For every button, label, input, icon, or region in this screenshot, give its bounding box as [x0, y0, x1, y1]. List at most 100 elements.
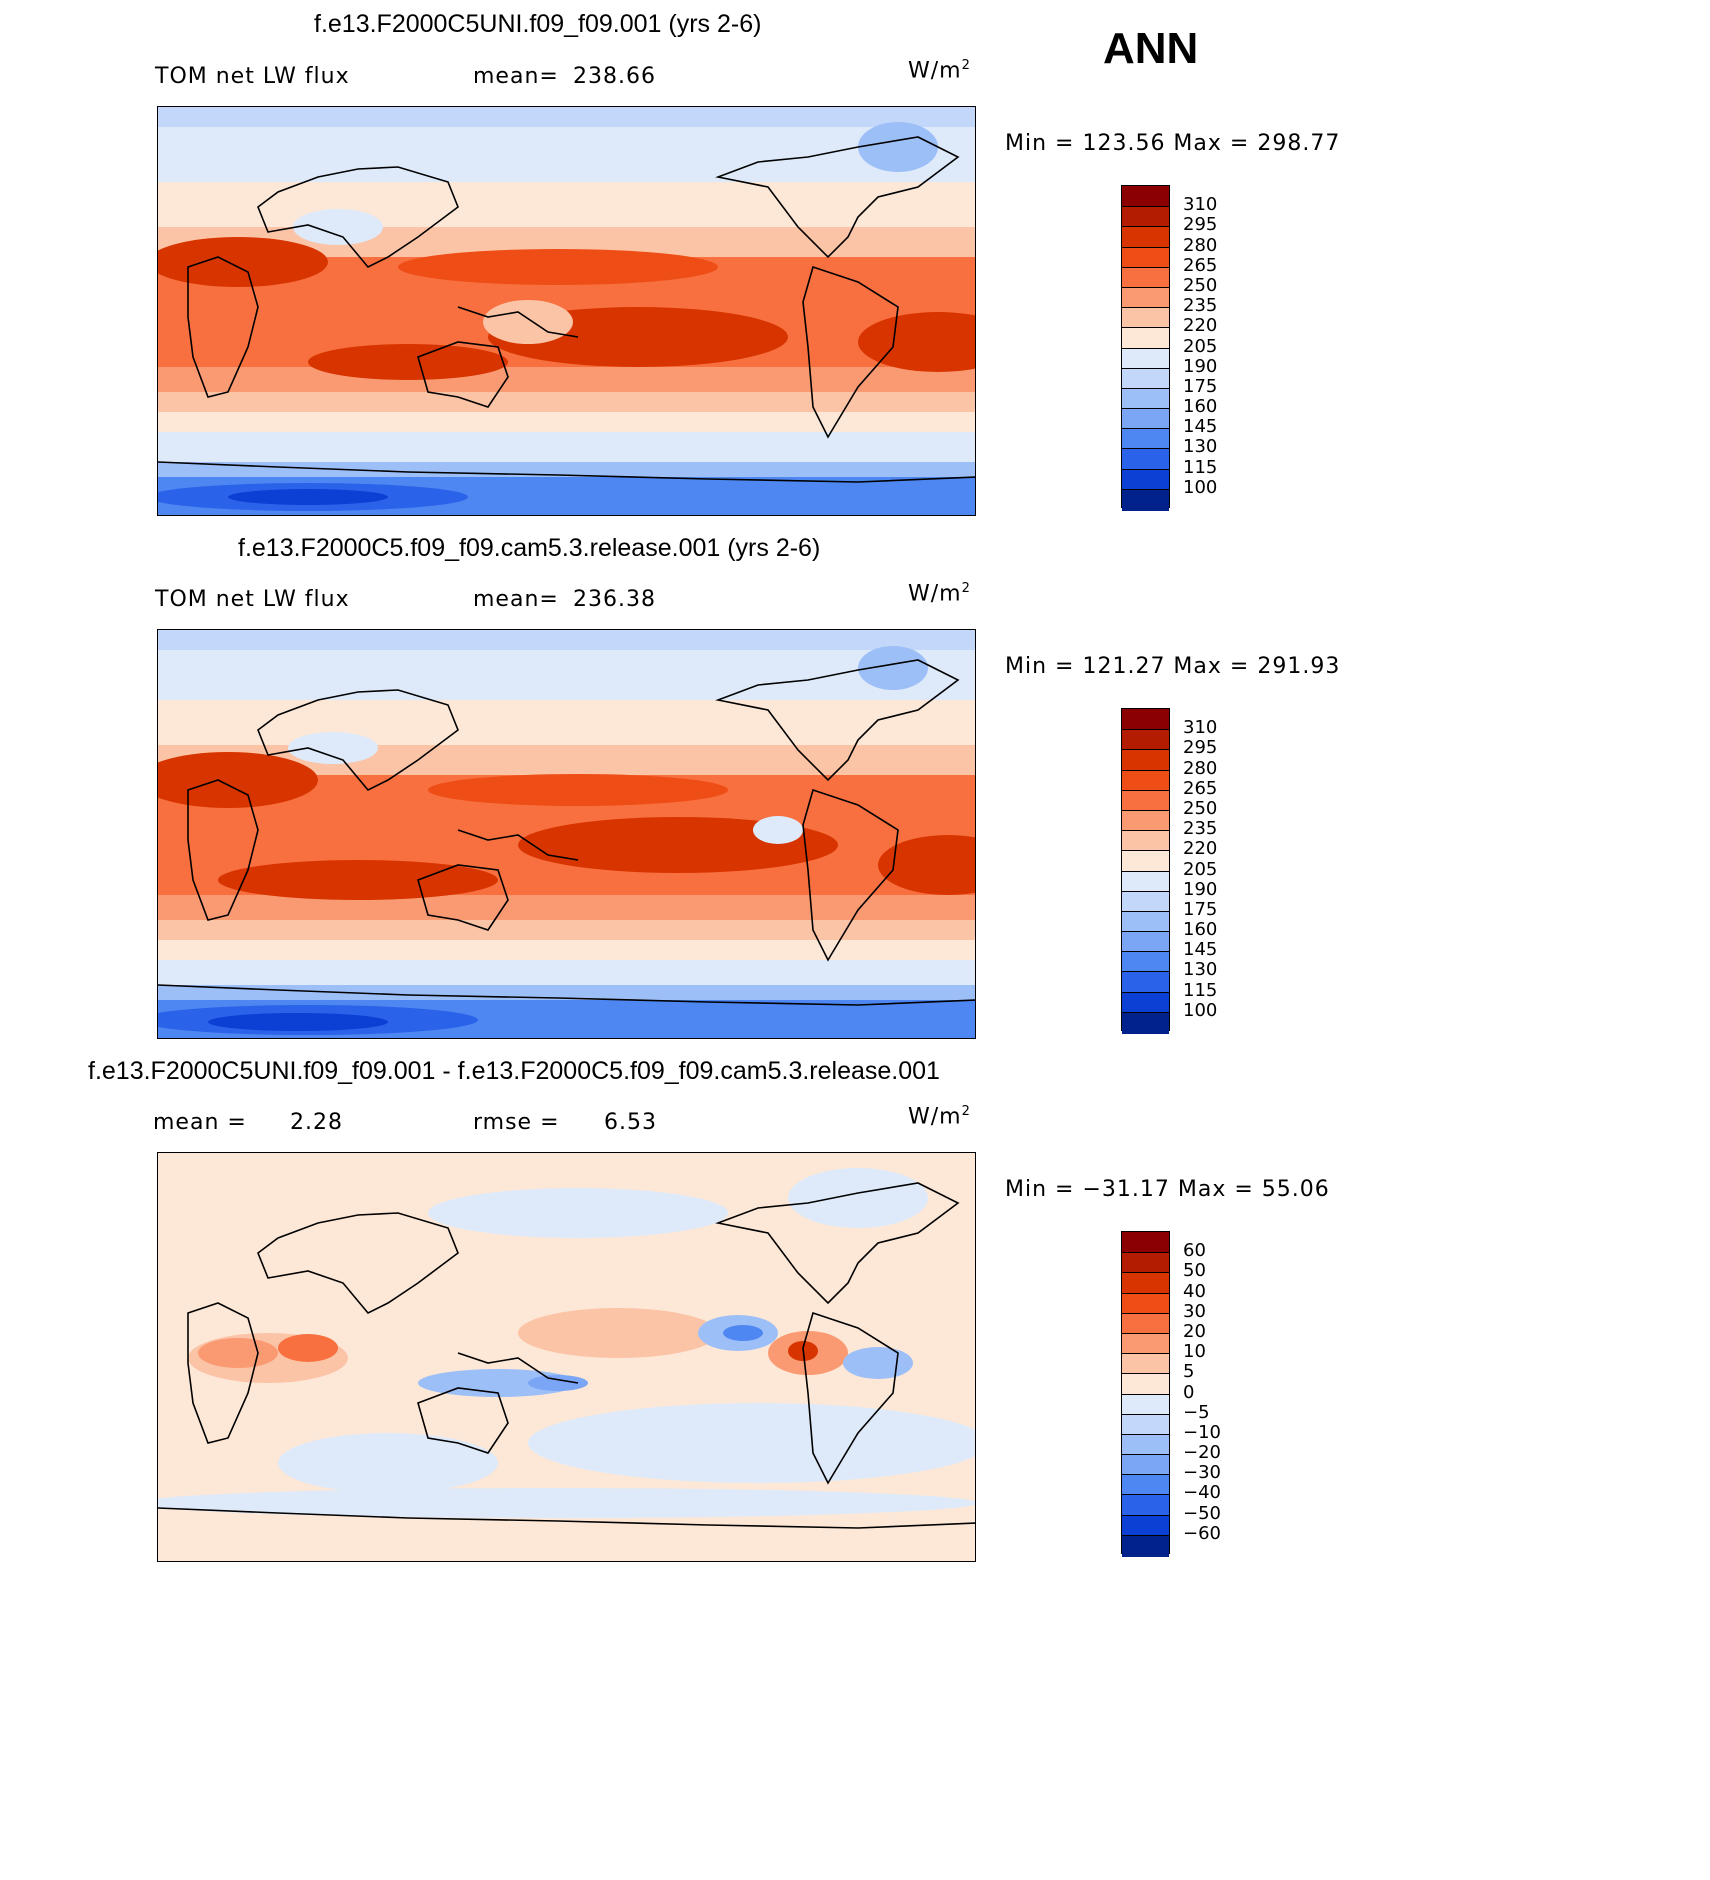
coastline [158, 461, 975, 483]
band [158, 920, 975, 940]
band [158, 700, 975, 745]
colorbar-tick-label: 50 [1183, 1260, 1206, 1282]
colorbar-swatch [1122, 1514, 1169, 1537]
colorbar-tick-label: 160 [1183, 396, 1218, 418]
colorbar-swatch [1122, 850, 1169, 872]
blob [788, 1168, 928, 1228]
colorbar-swatch [1122, 951, 1169, 973]
coastline [257, 166, 459, 268]
band [158, 940, 975, 960]
panel2-map [157, 629, 976, 1039]
panel2-mean-value: 236.38 [573, 587, 656, 612]
panel1-mean-label: mean= [473, 64, 559, 89]
colorbar-swatch [1122, 1353, 1169, 1375]
colorbar-swatch [1122, 428, 1169, 450]
colorbar-swatch [1122, 327, 1169, 349]
blob [228, 489, 388, 505]
coastline [417, 864, 509, 931]
blob [218, 860, 498, 900]
colorbar-swatch [1122, 1494, 1169, 1517]
band [158, 392, 975, 412]
colorbar-swatch [1122, 910, 1169, 933]
panel1-minmax: Min = 123.56 Max = 298.77 [1005, 131, 1341, 156]
colorbar-swatch [1122, 931, 1169, 953]
panel1-variable-label: TOM net LW flux [155, 64, 350, 89]
blob [858, 646, 928, 690]
coastline [715, 1182, 960, 1305]
blob [198, 1338, 278, 1368]
blob [278, 1433, 498, 1493]
colorbar-tick-label: −20 [1183, 1442, 1221, 1464]
band [158, 960, 975, 985]
colorbar-tick-label: 100 [1183, 999, 1218, 1021]
coastline [715, 659, 960, 782]
panel2-colorbar [1121, 708, 1170, 1034]
colorbar-swatch [1122, 266, 1169, 289]
colorbar-tick-label: −10 [1183, 1421, 1221, 1443]
coastline [457, 306, 579, 338]
blob [428, 1188, 728, 1238]
colorbar-swatch [1122, 1232, 1169, 1253]
colorbar-tick-label: 220 [1183, 838, 1218, 860]
colorbar-swatch [1122, 367, 1169, 390]
colorbar-tick-label: 280 [1183, 234, 1218, 256]
blob [398, 249, 718, 285]
colorbar-tick-label: 295 [1183, 737, 1218, 759]
colorbar-swatch [1122, 749, 1169, 772]
colorbar-swatch [1122, 387, 1169, 410]
panel3-rmse-value: 6.53 [604, 1110, 657, 1135]
colorbar-tick-label: −50 [1183, 1502, 1221, 1524]
season-label: ANN [1103, 24, 1199, 73]
panel3-rmse-label: rmse = [473, 1110, 560, 1135]
blob [878, 835, 975, 895]
panel2-mean-label: mean= [473, 587, 559, 612]
colorbar-tick-label: 145 [1183, 416, 1218, 438]
colorbar-swatch [1122, 1534, 1169, 1557]
colorbar-swatch [1122, 789, 1169, 812]
colorbar-swatch [1122, 206, 1169, 228]
colorbar-tick-label: −30 [1183, 1462, 1221, 1484]
colorbar-tick-label: 175 [1183, 898, 1218, 920]
colorbar-tick-label: 310 [1183, 194, 1218, 216]
colorbar-tick-label: 30 [1183, 1300, 1206, 1322]
colorbar-swatch [1122, 488, 1169, 511]
blob [293, 209, 383, 245]
blob [158, 237, 328, 287]
colorbar-tick-label: 130 [1183, 959, 1218, 981]
colorbar-tick-label: 295 [1183, 214, 1218, 236]
blob [483, 300, 573, 344]
panel3-mean-value: 2.28 [290, 1110, 343, 1135]
colorbar-tick-label: 235 [1183, 295, 1218, 317]
blob [753, 816, 803, 844]
blob [428, 774, 728, 806]
panel3-minmax: Min = −31.17 Max = 55.06 [1005, 1177, 1330, 1202]
colorbar-swatch [1122, 1373, 1169, 1395]
colorbar-tick-label: 190 [1183, 355, 1218, 377]
band [158, 367, 975, 392]
blob [518, 1308, 718, 1358]
band [158, 630, 975, 650]
colorbar-tick-label: 60 [1183, 1240, 1206, 1262]
colorbar-tick-label: 5 [1183, 1361, 1195, 1383]
panel3-colorbar [1121, 1231, 1170, 1557]
panel1-mean-value: 238.66 [573, 64, 656, 89]
colorbar-tick-label: 0 [1183, 1381, 1195, 1403]
colorbar-swatch [1122, 1413, 1169, 1436]
colorbar-tick-label: 220 [1183, 315, 1218, 337]
coastline [187, 1302, 259, 1444]
colorbar-tick-label: 40 [1183, 1280, 1206, 1302]
colorbar-swatch [1122, 286, 1169, 309]
colorbar-swatch [1122, 1312, 1169, 1335]
coastline [457, 1352, 579, 1384]
colorbar-tick-label: 130 [1183, 436, 1218, 458]
panel2-variable-label: TOM net LW flux [155, 587, 350, 612]
colorbar-swatch [1122, 890, 1169, 913]
blob [528, 1403, 975, 1483]
colorbar-swatch [1122, 1272, 1169, 1295]
colorbar-tick-label: 115 [1183, 456, 1218, 478]
colorbar-swatch [1122, 1011, 1169, 1034]
colorbar-tick-label: −40 [1183, 1482, 1221, 1504]
colorbar-swatch [1122, 769, 1169, 792]
band [158, 462, 975, 477]
panel1-map [157, 106, 976, 516]
